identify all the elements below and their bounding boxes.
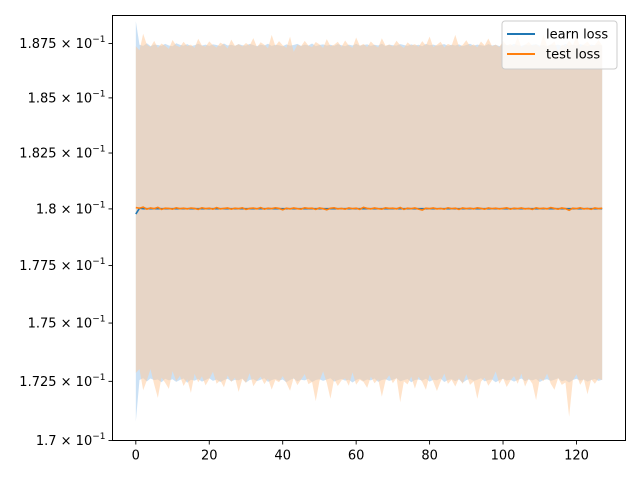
y-axis: 1.7 × 10−1 1.725 × 10−1 1.75 × 10−1 1.775 ×… <box>19 35 113 449</box>
x-tick-label: 20 <box>201 449 218 464</box>
x-tick-label: 40 <box>274 449 291 464</box>
plot-area <box>135 21 603 422</box>
y-tick-label: 1.725 × 10−1 <box>19 373 105 390</box>
x-tick-label: 60 <box>348 449 365 464</box>
y-tick-label: 1.875 × 10−1 <box>19 35 105 52</box>
x-axis: 0 20 40 60 80 100 120 <box>132 440 589 464</box>
y-tick-label: 1.85 × 10−1 <box>28 89 106 106</box>
legend-label-learn-loss: learn loss <box>546 28 608 43</box>
std-bands <box>135 21 603 422</box>
mean-line-test-loss <box>135 206 603 212</box>
x-tick-label: 80 <box>421 449 438 464</box>
x-tick-label: 120 <box>564 449 589 464</box>
y-tick-label: 1.825 × 10−1 <box>19 145 105 162</box>
legend-label-test-loss: test loss <box>546 48 600 63</box>
std-band-test-loss <box>135 33 603 417</box>
mean-lines <box>135 206 603 215</box>
x-tick-label: 0 <box>132 449 140 464</box>
y-tick-label: 1.8 × 10−1 <box>36 200 106 217</box>
y-tick-label: 1.775 × 10−1 <box>19 257 105 274</box>
x-tick-label: 100 <box>491 449 516 464</box>
y-tick-label: 1.75 × 10−1 <box>28 315 106 332</box>
axes-frame <box>112 15 626 441</box>
legend: learn loss test loss <box>501 20 618 70</box>
y-tick-label: 1.7 × 10−1 <box>36 432 106 449</box>
